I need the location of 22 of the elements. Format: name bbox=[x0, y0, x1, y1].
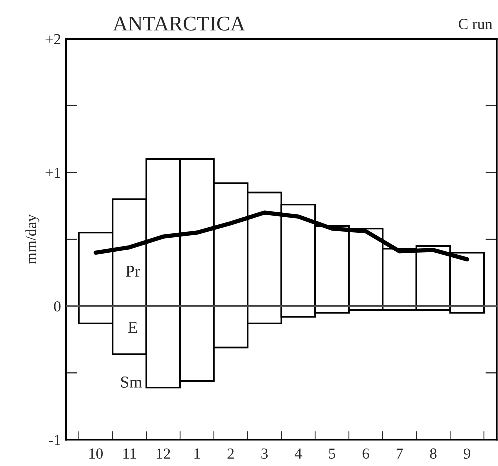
y-tick-label: +1 bbox=[46, 168, 60, 178]
x-tick-label: 6 bbox=[362, 448, 370, 459]
annotation: Sm bbox=[121, 376, 142, 388]
x-tick-label: 5 bbox=[329, 448, 336, 459]
y-tick-label: -1 bbox=[49, 435, 60, 446]
y-tick-label: 0 bbox=[54, 301, 61, 312]
y-axis-title: mm/day bbox=[26, 214, 40, 264]
x-tick-label: 3 bbox=[262, 448, 268, 459]
annotation: E bbox=[128, 322, 138, 334]
chart-subtitle: C run bbox=[459, 19, 493, 30]
x-tick-label: 2 bbox=[228, 448, 234, 459]
x-tick-label: 11 bbox=[124, 448, 136, 459]
x-tick-label: 7 bbox=[396, 448, 404, 459]
chart-title: ANTARCTICA bbox=[113, 16, 246, 31]
x-tick-label: 12 bbox=[157, 448, 170, 459]
x-tick-label: 9 bbox=[464, 448, 470, 459]
annotation: Pr bbox=[126, 266, 140, 277]
x-tick-label: 8 bbox=[430, 448, 437, 459]
y-tick-label: +2 bbox=[46, 34, 61, 44]
x-tick-label: 4 bbox=[294, 448, 302, 459]
x-tick-label: 1 bbox=[194, 448, 200, 459]
x-tick-label: 10 bbox=[90, 448, 103, 459]
